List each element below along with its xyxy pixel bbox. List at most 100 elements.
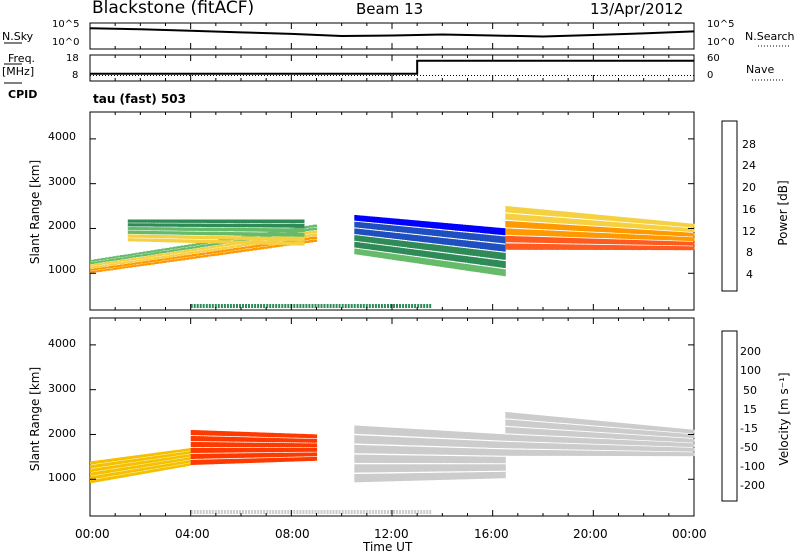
- heatmap-cell-powerCells-0: [210, 248, 216, 251]
- heatmap-cell-powerCells-1: [160, 223, 164, 227]
- heatmap-ground-powerCells: [359, 304, 362, 308]
- heatmap-cell-velCells-0: [128, 466, 131, 470]
- heatmap-cell-powerCells-3: [615, 216, 620, 222]
- heatmap-cell-velCells-1: [270, 442, 274, 448]
- heatmap-cell-powerCells-1: [186, 227, 190, 231]
- heatmap-cell-powerCells-2: [354, 241, 358, 248]
- heatmap-cell-powerCells-0: [142, 253, 148, 256]
- heatmap-cell-powerCells-3: [662, 231, 667, 236]
- heatmap-cell-powerCells-1: [130, 238, 135, 242]
- heatmap-cell-powerCells-3: [609, 245, 613, 250]
- heatmap-cell-powerCells-0: [271, 245, 276, 248]
- heatmap-cell-velCells-1: [205, 453, 208, 459]
- heatmap-cell-velCells-0: [167, 460, 170, 464]
- heatmap-cell-velCells-0: [96, 464, 99, 468]
- heatmap-cell-powerCells-1: [192, 235, 196, 239]
- heatmap-cell-velCells-0: [140, 454, 143, 458]
- heatmap-cell-velCells-1: [220, 442, 223, 448]
- heatmap-cell-velCells-0: [185, 463, 188, 467]
- heatmap-cell-powerCells-1: [242, 223, 246, 228]
- heatmap-cell-powerCells-3: [599, 233, 604, 239]
- heatmap-cell-velCells-1: [199, 436, 202, 442]
- heatmap-cell-powerCells-3: [640, 245, 645, 250]
- heatmap-cell-velCells-2: [359, 435, 363, 444]
- heatmap-cell-velCells-2: [452, 472, 456, 480]
- heatmap-cell-powerCells-3: [599, 227, 604, 233]
- heatmap-ground-velCells: [275, 510, 278, 514]
- heatmap-cell-powerCells-0: [188, 252, 193, 255]
- heatmap-cell-powerCells-0: [127, 258, 133, 261]
- heatmap-cell-velCells-2: [482, 433, 486, 440]
- heatmap-ground-velCells: [383, 510, 386, 514]
- heatmap-cell-powerCells-3: [593, 226, 597, 232]
- heatmap-cell-powerCells-2: [397, 233, 401, 240]
- heatmap-cell-powerCells-0: [161, 258, 167, 261]
- heatmap-cell-velCells-1: [308, 434, 311, 439]
- heatmap-cell-velCells-3: [533, 435, 538, 442]
- heatmap-cell-velCells-1: [308, 438, 311, 443]
- heatmap-cell-powerCells-3: [574, 231, 579, 238]
- heatmap-cell-powerCells-2: [427, 236, 431, 243]
- heatmap-cell-powerCells-3: [533, 236, 538, 243]
- heatmap-cell-powerCells-0: [191, 246, 197, 249]
- heatmap-cell-velCells-0: [140, 468, 143, 471]
- heatmap-cell-powerCells-0: [271, 239, 276, 243]
- heatmap-cell-velCells-2: [369, 464, 373, 473]
- heatmap-cell-powerCells-3: [609, 233, 613, 239]
- heatmap-cell-velCells-3: [533, 442, 538, 449]
- heatmap-cell-velCells-3: [612, 451, 616, 456]
- heatmap-cell-velCells-2: [457, 439, 461, 447]
- heatmap-cell-velCells-2: [399, 473, 403, 482]
- heatmap-cell-powerCells-1: [248, 232, 252, 236]
- heatmap-cell-powerCells-1: [271, 223, 276, 228]
- heatmap-cell-velCells-0: [96, 471, 99, 475]
- heatmap-cell-powerCells-2: [369, 243, 373, 250]
- heatmap-cell-velCells-1: [247, 437, 250, 442]
- heatmap-cell-powerCells-2: [404, 241, 408, 248]
- heatmap-cell-powerCells-1: [148, 238, 152, 242]
- heatmap-cell-velCells-3: [555, 423, 560, 430]
- heatmap-cell-powerCells-3: [681, 236, 686, 241]
- heatmap-cell-velCells-3: [631, 429, 635, 435]
- velocity-cb-tick-m200: -200: [740, 479, 765, 492]
- heatmap-cell-velCells-2: [444, 439, 448, 447]
- heatmap-cell-powerCells-0: [90, 271, 95, 273]
- heatmap-cell-velCells-2: [452, 464, 456, 472]
- heatmap-cell-velCells-2: [369, 454, 373, 463]
- heatmap-ground-velCells: [263, 510, 266, 514]
- heatmap-ground-velCells: [281, 510, 284, 514]
- heatmap-cell-powerCells-3: [565, 218, 569, 224]
- heatmap-cell-powerCells-2: [472, 249, 476, 256]
- heatmap-cell-velCells-0: [90, 476, 93, 480]
- heatmap-cell-powerCells-1: [186, 223, 190, 227]
- heatmap-cell-powerCells-2: [449, 238, 453, 246]
- heatmap-cell-velCells-3: [571, 437, 575, 444]
- heatmap-cell-powerCells-3: [668, 236, 673, 241]
- heatmap-cell-velCells-3: [646, 451, 651, 456]
- heatmap-cell-powerCells-1: [230, 232, 234, 236]
- heatmap-cell-powerCells-1: [204, 239, 208, 244]
- heatmap-cell-velCells-2: [361, 473, 365, 483]
- heatmap-cell-powerCells-0: [93, 263, 99, 266]
- heatmap-cell-powerCells-2: [447, 223, 451, 230]
- heatmap-cell-powerCells-3: [546, 210, 550, 216]
- heatmap-cell-powerCells-1: [292, 223, 296, 228]
- heatmap-cell-velCells-1: [268, 432, 271, 438]
- heatmap-cell-powerCells-2: [437, 222, 441, 229]
- heatmap-ground-powerCells: [263, 304, 266, 308]
- heatmap-cell-powerCells-2: [459, 247, 463, 255]
- heatmap-cell-velCells-3: [672, 447, 676, 452]
- heatmap-cell-powerCells-1: [145, 223, 149, 227]
- heatmap-cell-powerCells-3: [590, 244, 594, 250]
- heatmap-cell-velCells-2: [467, 464, 471, 472]
- heatmap-cell-powerCells-0: [222, 249, 227, 252]
- heatmap-cell-powerCells-1: [215, 223, 220, 228]
- heatmap-cell-powerCells-3: [653, 230, 657, 235]
- heatmap-cell-powerCells-3: [650, 219, 654, 225]
- heatmap-cell-powerCells-3: [517, 207, 522, 214]
- heatmap-cell-velCells-0: [128, 473, 131, 477]
- heatmap-cell-velCells-2: [447, 456, 451, 464]
- heatmap-cell-velCells-0: [91, 468, 94, 472]
- heatmap-cell-powerCells-0: [233, 248, 238, 251]
- heatmap-cell-powerCells-3: [634, 245, 638, 250]
